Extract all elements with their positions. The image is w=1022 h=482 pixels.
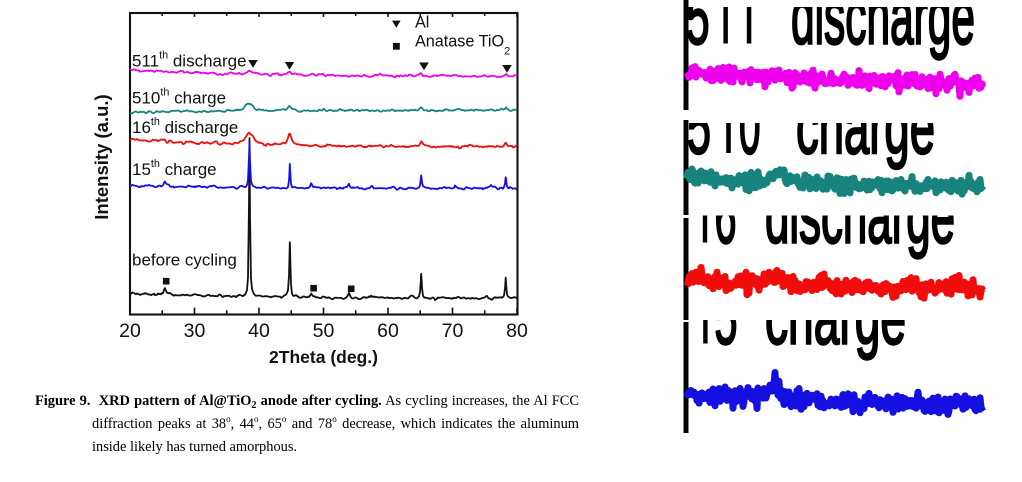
svg-text:Anatase TiO2: Anatase TiO2	[415, 33, 510, 58]
svg-text:5: 5	[686, 0, 710, 61]
svg-text:40: 40	[248, 320, 270, 342]
svg-text:20: 20	[119, 320, 141, 342]
svg-text:charge: charge	[796, 82, 935, 170]
svg-text:before cycling: before cycling	[132, 251, 237, 270]
svg-text:510th charge: 510th charge	[132, 87, 226, 108]
svg-text:16th discharge: 16th discharge	[132, 116, 238, 137]
svg-text:charge: charge	[765, 273, 906, 361]
svg-text:discharge: discharge	[765, 172, 955, 260]
svg-text:80: 80	[506, 320, 528, 342]
svg-text:5: 5	[687, 82, 711, 170]
svg-text:50: 50	[313, 320, 335, 342]
svg-text:0: 0	[739, 82, 761, 170]
svg-text:6: 6	[715, 172, 737, 260]
svg-text:Al: Al	[415, 14, 429, 32]
svg-text:discharge: discharge	[791, 0, 975, 61]
svg-text:70: 70	[442, 320, 464, 342]
svg-text:Intensity (a.u.): Intensity (a.u.)	[91, 94, 112, 219]
svg-text:511th discharge: 511th discharge	[132, 50, 247, 71]
svg-text:5: 5	[715, 273, 738, 361]
svg-text:15th charge: 15th charge	[132, 158, 217, 179]
svg-text:30: 30	[184, 320, 206, 342]
svg-text:60: 60	[377, 320, 399, 342]
svg-text:2Theta (deg.): 2Theta (deg.)	[269, 347, 378, 367]
